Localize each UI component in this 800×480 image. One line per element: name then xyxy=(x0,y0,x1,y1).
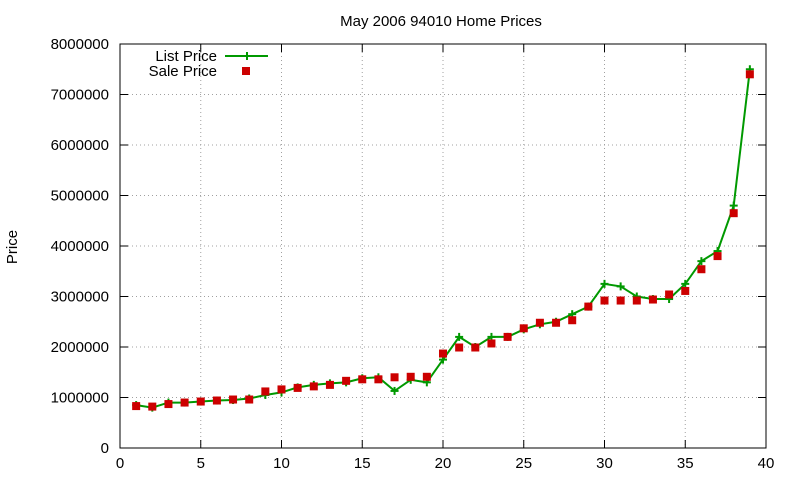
sale-price-point xyxy=(374,375,383,384)
sale-price-point xyxy=(196,397,205,406)
sale-price-point xyxy=(519,324,528,333)
sale-price-point xyxy=(535,318,544,327)
x-tick-label: 15 xyxy=(354,455,371,472)
x-tick-label: 30 xyxy=(596,455,613,472)
sale-price-point xyxy=(439,349,447,358)
y-tick-label: 2000000 xyxy=(51,339,109,356)
sale-price-point xyxy=(212,396,221,405)
sale-price-point xyxy=(455,343,464,352)
y-tick-label: 3000000 xyxy=(51,289,109,306)
list-price-point xyxy=(681,279,690,288)
sale-price-point xyxy=(422,372,431,381)
list-price-point xyxy=(697,257,706,266)
list-price-point xyxy=(729,201,738,210)
sale-price-point xyxy=(325,380,334,389)
sale-price-point xyxy=(552,318,561,327)
sale-price-point xyxy=(245,395,254,404)
sale-price-point xyxy=(148,402,157,411)
legend-sale-price-marker xyxy=(242,67,250,75)
x-tick-label: 35 xyxy=(677,455,694,472)
sale-price-point xyxy=(164,400,173,409)
legend-label-sale-price: Sale Price xyxy=(149,63,217,80)
x-tick-label: 25 xyxy=(515,455,532,472)
sale-price-point xyxy=(406,372,415,381)
sale-price-point xyxy=(261,387,270,396)
sale-price-point xyxy=(681,286,690,295)
sale-price-point xyxy=(132,402,141,411)
sale-price-point xyxy=(665,290,674,299)
sale-price-point xyxy=(293,383,302,392)
sale-price-point xyxy=(697,265,706,274)
y-tick-label: 0 xyxy=(101,440,109,457)
x-tick-label: 40 xyxy=(758,455,775,472)
list-price-point xyxy=(455,332,464,341)
sale-price-point xyxy=(584,302,593,311)
y-tick-label: 7000000 xyxy=(51,87,109,104)
list-price-point xyxy=(616,282,625,291)
y-tick-label: 8000000 xyxy=(51,36,109,53)
sale-price-point xyxy=(729,209,738,218)
y-tick-label: 6000000 xyxy=(51,137,109,154)
sale-price-point xyxy=(309,382,318,391)
y-tick-label: 5000000 xyxy=(51,188,109,205)
sale-price-point xyxy=(180,398,189,407)
sale-price-point xyxy=(568,316,577,325)
x-tick-label: 0 xyxy=(116,455,124,472)
sale-price-point xyxy=(745,70,754,79)
sale-price-point xyxy=(632,296,641,305)
sale-price-point xyxy=(600,296,609,305)
sale-price-point xyxy=(277,385,286,394)
sale-price-point xyxy=(713,252,722,261)
x-tick-label: 10 xyxy=(273,455,290,472)
sale-price-point xyxy=(390,373,399,382)
list-price-point xyxy=(600,279,609,288)
sale-price-point xyxy=(358,375,367,384)
sale-price-point xyxy=(342,376,351,385)
y-axis-label: Price xyxy=(4,230,21,264)
plot-border xyxy=(119,43,767,449)
legend-label-list-price: List Price xyxy=(155,48,217,65)
sale-price-point xyxy=(487,339,496,348)
x-tick-label: 5 xyxy=(197,455,205,472)
chart-title: May 2006 94010 Home Prices xyxy=(340,13,542,30)
y-tick-label: 4000000 xyxy=(51,238,109,255)
y-tick-label: 1000000 xyxy=(51,390,109,407)
sale-price-point xyxy=(229,395,238,404)
sale-price-point xyxy=(471,343,480,352)
sale-price-point xyxy=(503,332,512,341)
x-tick-label: 20 xyxy=(435,455,452,472)
sale-price-point xyxy=(648,295,657,304)
tick-labels: 0 1000000 2000000 3000000 4000000 5000000 6000… xyxy=(51,36,775,472)
sale-price-point xyxy=(616,296,625,305)
list-price-point xyxy=(390,386,399,395)
series-layer xyxy=(132,65,754,412)
